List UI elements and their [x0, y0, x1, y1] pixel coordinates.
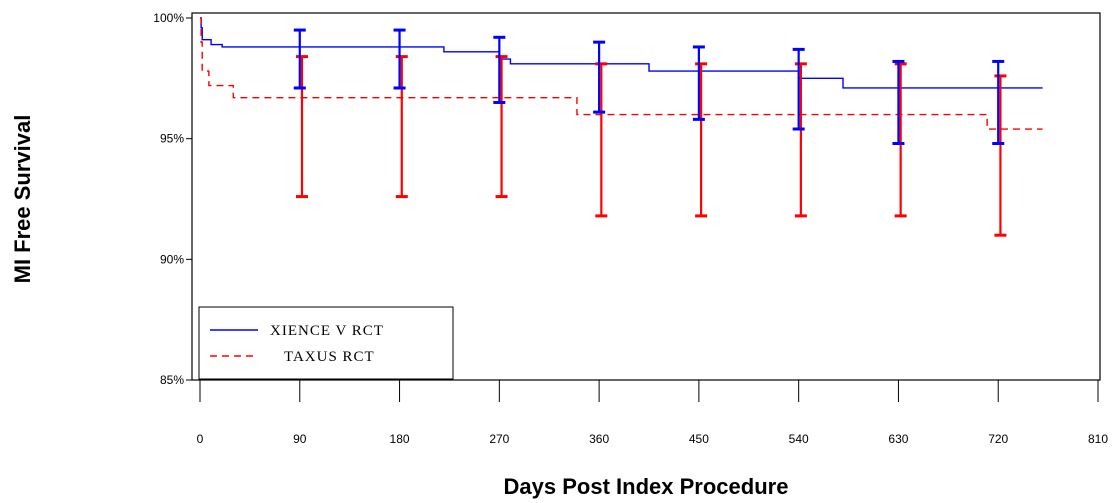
series-line-taxus: [200, 17, 1043, 130]
error-bar-xience: [892, 59, 905, 145]
x-tick-label: 270: [489, 432, 509, 446]
y-tick-label: 95%: [160, 132, 184, 146]
x-axis-label: Days Post Index Procedure: [504, 474, 789, 499]
legend: XIENCE V RCT TAXUS RCT: [198, 306, 454, 380]
x-tick-label: 450: [689, 432, 709, 446]
legend-box: [198, 306, 454, 380]
x-tick-label: 90: [293, 432, 307, 446]
error-bar-xience: [593, 40, 606, 114]
x-tick-label: 540: [789, 432, 809, 446]
x-tick-label: 810: [1088, 432, 1108, 446]
y-tick-label: 90%: [160, 252, 184, 266]
error-bar-xience: [692, 45, 705, 121]
x-tick-label: 630: [888, 432, 908, 446]
plot-area: 85% 90% 95% 100% 0 90 180 270 360 450 540 630 720 810…: [153, 11, 1108, 446]
error-bar-taxus: [295, 55, 308, 199]
y-tick-label: 85%: [160, 373, 184, 387]
y-axis-label: MI Free Survival: [10, 115, 35, 284]
error-bar-xience: [393, 28, 406, 90]
error-bar-taxus: [994, 74, 1007, 237]
error-bar-xience: [992, 59, 1005, 145]
x-tick-label: 180: [390, 432, 410, 446]
error-bar-xience: [493, 35, 506, 104]
error-bar-taxus: [794, 62, 807, 218]
legend-label-taxus: TAXUS RCT: [284, 349, 375, 365]
error-bar-taxus: [395, 55, 408, 199]
series-line-xience: [200, 17, 1043, 89]
x-tick-label: 0: [197, 432, 204, 446]
error-bar-taxus: [695, 62, 708, 218]
legend-label-xience: XIENCE V RCT: [270, 323, 384, 339]
x-tick-label: 720: [988, 432, 1008, 446]
error-bar-xience: [792, 47, 805, 131]
y-tick-label: 100%: [153, 11, 184, 25]
x-tick-label: 360: [589, 432, 609, 446]
error-bar-taxus: [894, 62, 907, 218]
error-bar-taxus: [595, 62, 608, 218]
error-bar-taxus: [495, 55, 508, 199]
error-bar-xience: [293, 28, 306, 90]
plot-frame: [191, 12, 1101, 381]
